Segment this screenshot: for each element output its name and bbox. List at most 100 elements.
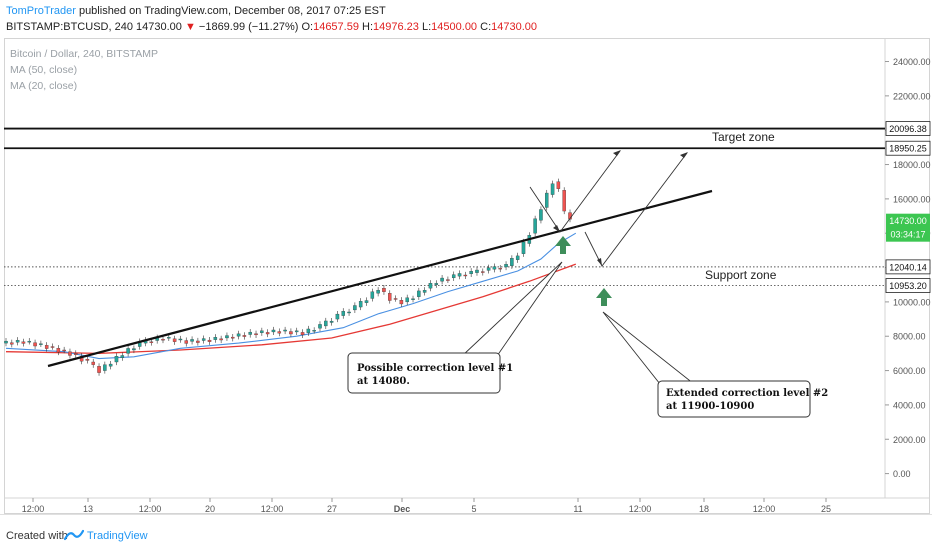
candle-body	[178, 338, 183, 341]
low-label: L:	[421, 21, 432, 33]
candle-body	[422, 290, 427, 293]
up-arrow-icon	[555, 236, 571, 254]
trend-line[interactable]	[47, 189, 713, 368]
candle-body	[457, 273, 462, 277]
legend-ma20[interactable]: MA (20, close)	[10, 80, 78, 92]
publish-line: TomProTrader published on TradingView.co…	[6, 5, 386, 17]
open-value: 14657.59	[313, 21, 359, 33]
candle-body	[248, 331, 252, 335]
y-tick-label: 24000.00	[893, 57, 931, 67]
callout-2-line-2: at 11900-10900	[666, 401, 754, 412]
arrowhead-1b	[613, 150, 621, 156]
candle-body	[318, 324, 322, 329]
time-axis[interactable]: 12:00 13 12:00 20 12:00 27 Dec 5 11 12:00 18 12:00 2…	[22, 498, 831, 514]
series-layer	[4, 178, 577, 376]
callout-1-line-1: Possible correction level #1	[357, 363, 513, 374]
candle-body	[10, 342, 14, 345]
y-tick-label: 6000.00	[893, 366, 926, 376]
candle-body	[463, 274, 468, 277]
callout-box-2	[657, 380, 811, 418]
candle-body	[434, 283, 439, 285]
candle-body	[201, 338, 206, 341]
x-tick-label: 11	[573, 504, 582, 514]
candle-body	[451, 274, 456, 279]
candle-body	[440, 277, 444, 282]
candle-body	[539, 209, 543, 221]
y-tick-label: 2000.00	[893, 435, 926, 445]
x-tick-label: 12:00	[22, 504, 45, 514]
candle-body	[545, 192, 549, 208]
candle-body	[277, 331, 282, 334]
candle-body	[329, 320, 334, 323]
x-tick-label: 12:00	[139, 504, 162, 514]
candle-body	[120, 355, 125, 358]
candle-body	[56, 348, 61, 353]
publish-info: published on TradingView.com, December 0…	[75, 5, 386, 17]
candle-body	[486, 267, 491, 271]
candle-body	[167, 337, 171, 339]
x-tick-label: 25	[821, 504, 831, 514]
arrowhead-1a	[553, 225, 560, 232]
level-price-label: 18950.25	[889, 144, 927, 154]
legend-ma50[interactable]: MA (50, close)	[10, 64, 78, 76]
candle-body	[213, 337, 218, 340]
candle-body	[184, 340, 189, 344]
ma50-line[interactable]	[5, 263, 577, 355]
candle-body	[4, 340, 8, 344]
chart-frame[interactable]	[4, 38, 930, 514]
y-tick-label: 22000.00	[893, 91, 931, 101]
author-link[interactable]: TomProTrader	[6, 5, 76, 17]
candle-body	[556, 181, 561, 189]
candle-body	[481, 271, 485, 273]
candle-body	[190, 339, 194, 342]
last-price: 14730.00	[136, 21, 182, 33]
candle-body	[475, 269, 479, 273]
candle-body	[231, 336, 235, 339]
y-tick-label: 10000.00	[893, 297, 931, 307]
candle-body	[219, 338, 223, 341]
candle-body	[15, 340, 20, 343]
arrowhead-2b	[680, 152, 688, 158]
x-tick-label: 12:00	[753, 504, 776, 514]
down-arrow-icon: ▼	[184, 21, 196, 33]
level-price-label: 12040.14	[889, 262, 927, 272]
callout-box-1	[347, 352, 501, 394]
candle-body	[126, 348, 130, 354]
level-price-label: 20096.38	[889, 124, 927, 134]
x-tick-label: 27	[327, 504, 337, 514]
footer-bar: Created with TradingView	[0, 514, 932, 551]
candle-body	[103, 364, 107, 371]
candle-body	[358, 301, 363, 308]
high-value: 14976.23	[373, 21, 419, 33]
candle-body	[521, 241, 526, 254]
candle-body	[428, 283, 433, 289]
candle-body	[161, 339, 165, 341]
candle-body	[300, 332, 305, 336]
created-with-label: Created with	[6, 530, 68, 542]
candle-body	[97, 366, 101, 373]
candle-body	[225, 335, 229, 339]
candle-body	[242, 335, 247, 337]
candle-body	[492, 266, 497, 270]
candle-body	[85, 358, 90, 361]
x-tick-label: 20	[205, 504, 215, 514]
candle-body	[312, 330, 316, 332]
bar-countdown-label: 03:34:17	[890, 230, 925, 240]
close-value: 14730.00	[491, 21, 538, 33]
tradingview-logo-icon	[64, 529, 84, 541]
candle-body	[376, 290, 380, 294]
target-zone-label: Target zone	[712, 130, 775, 144]
candle-body	[114, 356, 119, 363]
callout-1-line-2: at 14080.	[357, 376, 410, 387]
level-price-badge	[885, 259, 931, 275]
candle-body	[306, 328, 311, 333]
level-price-label: 10953.20	[889, 281, 927, 291]
candle-body	[347, 311, 351, 314]
candle-body	[33, 342, 37, 347]
level-price-badge	[885, 121, 931, 136]
level-price-badge	[885, 278, 931, 293]
candle-body	[62, 349, 66, 352]
tradingview-brand-link[interactable]: TradingView	[87, 530, 148, 542]
horizontal-levels	[4, 127, 885, 286]
